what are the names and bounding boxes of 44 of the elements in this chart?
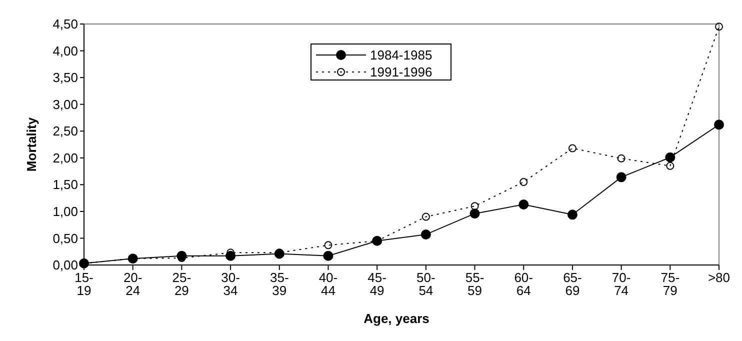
x-tick-label: 15- 19 [74,270,94,298]
x-tick-label: 65- 69 [563,270,582,298]
legend-label: 1991-1996 [370,64,432,80]
x-tick-label: 60- 64 [514,270,534,298]
point [617,154,626,162]
point [665,152,676,162]
x-tick-label: 70- 74 [612,270,631,298]
x-axis-title: Age, years [364,311,430,326]
x-tick-label: 25- 29 [172,270,192,298]
point [420,229,431,240]
x-tick-label: 40- 44 [318,270,338,298]
point [616,172,626,182]
x-tick-label: 45- 49 [368,270,386,298]
y-tick-label: 2,00 [52,150,78,166]
point [470,208,480,219]
x-tick-label: 20- 24 [123,270,142,298]
point [324,241,332,250]
y-tick-label: 0,00 [52,258,78,273]
x-tick-label: 50- 54 [416,270,436,298]
y-tick-label: 2,50 [52,124,78,139]
point [715,22,723,31]
y-axis-title: Mortality [24,116,39,172]
y-tick-label: 3,00 [52,96,78,112]
point [568,144,576,152]
point [518,199,529,210]
y-tick-label: 0,50 [52,230,78,246]
y-tick-label: 4,00 [52,43,78,58]
y-tick-label: 1,00 [52,204,78,219]
y-tick-label: 1,50 [52,177,78,192]
point [714,120,724,130]
y-tick-label: 4,50 [52,16,78,32]
point [422,212,430,221]
x-tick-label: 75- 79 [660,270,680,298]
point [323,250,334,261]
point [470,202,479,210]
legend-label: 1984-1985 [370,48,432,63]
point [666,162,674,170]
point [520,178,528,186]
x-tick-label: >80 [708,270,730,285]
x-tick-label: 30- 34 [221,270,240,298]
x-tick-label: 35- 39 [270,270,289,298]
point [567,210,578,220]
x-tick-label: 55- 59 [465,270,484,298]
y-tick-label: 3,50 [52,70,78,86]
